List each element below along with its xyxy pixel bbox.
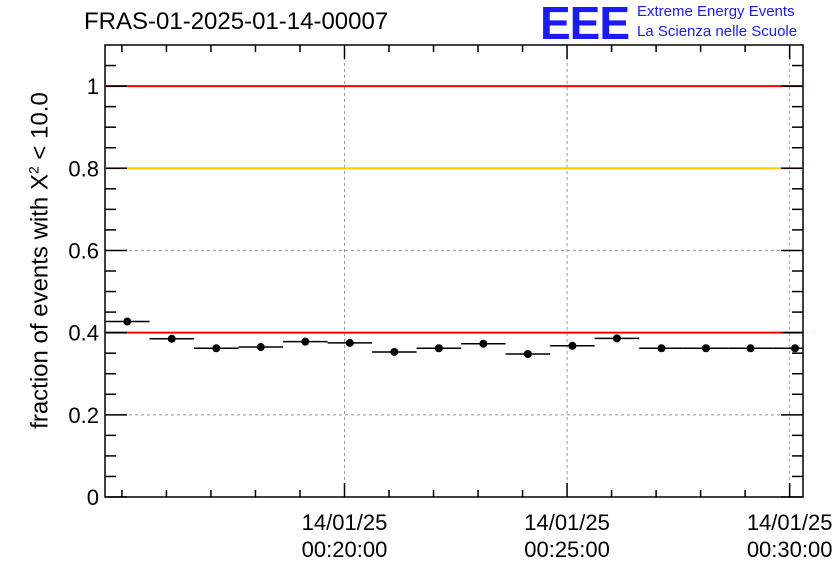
data-point	[523, 350, 532, 359]
data-point	[123, 317, 132, 326]
data-markers	[105, 317, 803, 359]
logo-line-2: La Scienza nelle Scuole	[637, 23, 798, 40]
x-tick-label-date: 14/01/25	[524, 510, 610, 535]
logo-line-1: Extreme Energy Events	[637, 3, 795, 20]
data-point	[434, 344, 443, 353]
x-tick-label-date: 14/01/25	[747, 510, 833, 535]
data-point	[345, 338, 354, 347]
y-tick-label: 0.6	[68, 238, 99, 263]
x-tick-label-time: 00:20:00	[302, 537, 388, 562]
tick-labels: 00.20.40.60.8114/01/2500:20:0014/01/2500…	[68, 74, 832, 562]
eee-logo: EEE	[540, 0, 630, 49]
data-point	[746, 344, 755, 353]
data-point	[212, 344, 221, 353]
data-point	[301, 337, 310, 346]
data-point	[612, 334, 621, 343]
data-point	[701, 344, 710, 353]
y-tick-label: 0.8	[68, 156, 99, 181]
data-point	[256, 343, 265, 352]
chart-title: FRAS-01-2025-01-14-00007	[84, 8, 389, 35]
data-point	[657, 344, 666, 353]
data-point	[390, 347, 399, 356]
axis-ticks	[105, 45, 803, 498]
x-tick-label-time: 00:25:00	[524, 537, 610, 562]
y-tick-label: 0	[87, 485, 99, 510]
x-tick-label-date: 14/01/25	[302, 510, 388, 535]
data-point	[568, 341, 577, 350]
y-tick-label: 0.2	[68, 403, 99, 428]
data-point	[479, 339, 488, 348]
x-tick-label-time: 00:30:00	[747, 537, 833, 562]
data-point	[790, 344, 799, 353]
y-tick-label: 1	[87, 74, 99, 99]
data-point	[167, 334, 176, 343]
reference-lines	[105, 85, 803, 334]
grid-lines	[105, 45, 803, 497]
y-tick-label: 0.4	[68, 321, 99, 346]
plot-frame	[104, 44, 804, 498]
